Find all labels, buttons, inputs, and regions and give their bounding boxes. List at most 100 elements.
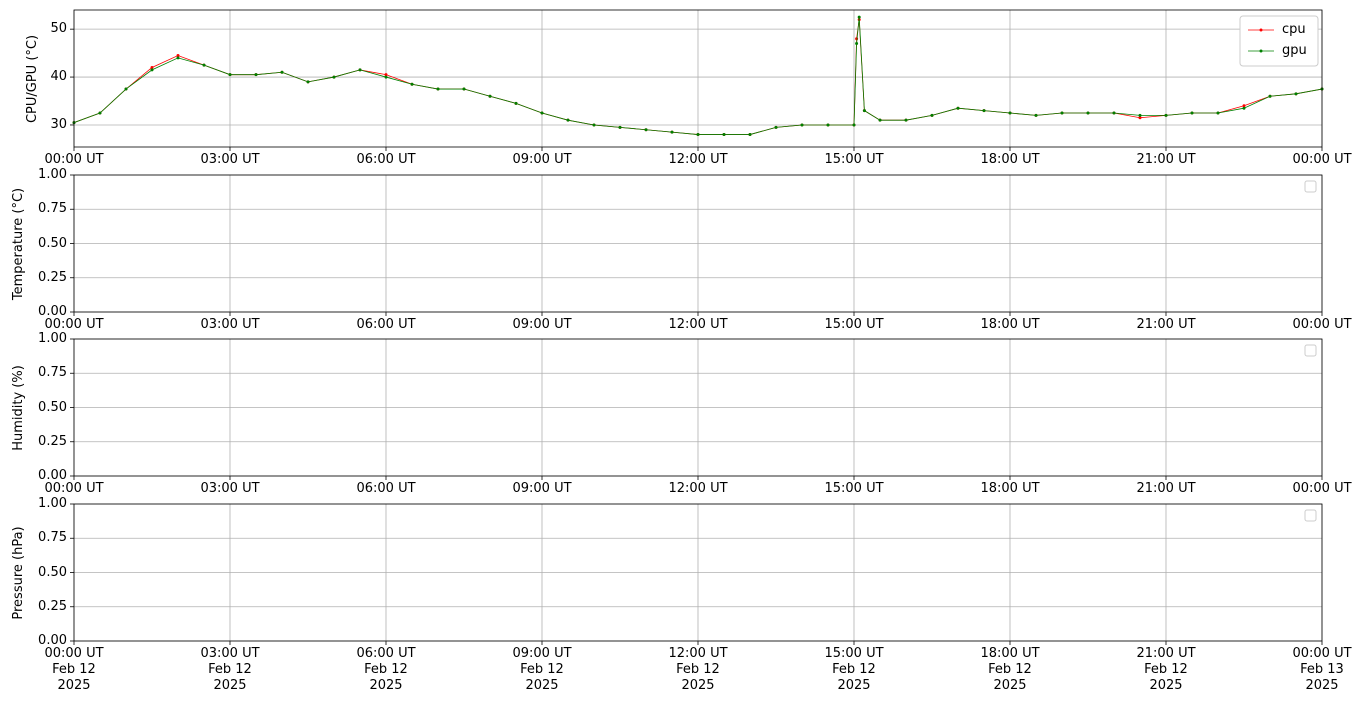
x-tick-label: 15:00 UT — [824, 481, 884, 496]
legend-box — [1239, 15, 1319, 67]
x-tick-label: 00:00 UT Feb 12 2025 — [44, 646, 104, 693]
series-point — [202, 63, 206, 67]
x-tick-label: 15:00 UT Feb 12 2025 — [824, 646, 884, 693]
series-point — [384, 75, 388, 79]
legend-label: gpu — [1282, 43, 1307, 58]
series-point — [384, 73, 388, 77]
x-tick-label: 21:00 UT — [1136, 317, 1196, 332]
series-point — [1034, 113, 1038, 117]
x-tick-label: 00:00 UT — [44, 481, 104, 496]
series-point — [150, 65, 154, 69]
series-point — [644, 128, 648, 132]
y-tick-label: 0.25 — [38, 598, 67, 614]
x-tick-label: 06:00 UT Feb 12 2025 — [356, 646, 416, 693]
series-point — [1112, 111, 1116, 115]
x-tick-label: 00:00 UT — [44, 317, 104, 332]
series-point — [774, 125, 778, 129]
series-point — [1008, 111, 1012, 115]
x-tick-label: 06:00 UT — [356, 481, 416, 496]
series-point — [332, 75, 336, 79]
legend-label: cpu — [1282, 22, 1306, 37]
x-tick-label: 09:00 UT — [512, 317, 572, 332]
x-tick-label: 12:00 UT Feb 12 2025 — [668, 646, 728, 693]
x-tick-label: 18:00 UT Feb 12 2025 — [980, 646, 1040, 693]
series-point — [618, 125, 622, 129]
x-tick-label: 00:00 UT Feb 13 2025 — [1292, 646, 1352, 693]
y-tick-label: 0.25 — [38, 433, 67, 449]
y-tick-label: 0.75 — [38, 365, 67, 381]
x-tick-label: 18:00 UT — [980, 481, 1040, 496]
series-point — [1138, 116, 1142, 120]
x-tick-label: 15:00 UT — [824, 152, 884, 167]
series-point — [1060, 111, 1064, 115]
y-tick-label: 0.50 — [38, 399, 67, 415]
series-point — [280, 70, 284, 74]
series-point — [1242, 106, 1246, 110]
series-point — [956, 106, 960, 110]
y-tick-label: 0.00 — [38, 468, 67, 483]
legend-box — [1304, 509, 1317, 522]
y-tick-label: 1.00 — [38, 496, 67, 511]
series-point — [852, 123, 856, 127]
series-point — [176, 54, 180, 58]
legend-box — [1304, 180, 1317, 193]
axes-frame — [73, 503, 1323, 642]
x-tick-label: 21:00 UT Feb 12 2025 — [1136, 646, 1196, 693]
series-point — [748, 133, 752, 137]
x-tick-label: 15:00 UT — [824, 317, 884, 332]
x-tick-label: 03:00 UT — [200, 481, 260, 496]
series-point — [306, 80, 310, 84]
y-tick-label: 0.00 — [38, 304, 67, 319]
y-axis-label: CPU/GPU (°C) — [25, 34, 40, 123]
y-tick-label: 50 — [50, 21, 67, 37]
x-tick-label: 09:00 UT — [512, 481, 572, 496]
series-point — [1164, 113, 1168, 117]
y-tick-label: 30 — [50, 116, 67, 132]
series-point — [878, 118, 882, 122]
series-point — [150, 68, 154, 72]
x-tick-label: 18:00 UT — [980, 152, 1040, 167]
series-point — [696, 133, 700, 137]
x-tick-label: 09:00 UT — [512, 152, 572, 167]
series-point — [124, 87, 128, 91]
y-axis-label: Humidity (%) — [11, 364, 26, 451]
series-point — [488, 94, 492, 98]
series-point — [566, 118, 570, 122]
series-point — [862, 109, 866, 113]
series-point — [176, 56, 180, 60]
y-tick-label: 0.75 — [38, 201, 67, 217]
series-point — [514, 101, 518, 105]
x-tick-label: 00:00 UT — [1292, 481, 1352, 496]
series-point — [540, 111, 544, 115]
x-tick-label: 00:00 UT — [1292, 317, 1352, 332]
series-point — [904, 118, 908, 122]
series-point — [857, 15, 861, 19]
legend-marker — [1259, 28, 1263, 32]
x-tick-label: 18:00 UT — [980, 317, 1040, 332]
series-point — [855, 42, 859, 46]
y-tick-label: 1.00 — [38, 331, 67, 346]
series-point — [1086, 111, 1090, 115]
y-tick-label: 0.75 — [38, 530, 67, 546]
series-point — [1268, 94, 1272, 98]
y-tick-label: 0.50 — [38, 564, 67, 580]
x-tick-label: 21:00 UT — [1136, 152, 1196, 167]
series-point — [228, 73, 232, 77]
x-tick-label: 06:00 UT — [356, 152, 416, 167]
series-point — [1138, 113, 1142, 117]
x-tick-label: 21:00 UT — [1136, 481, 1196, 496]
x-tick-label: 12:00 UT — [668, 152, 728, 167]
x-tick-label: 12:00 UT — [668, 317, 728, 332]
y-tick-label: 40 — [50, 69, 67, 85]
series-point — [436, 87, 440, 91]
series-point — [1216, 111, 1220, 115]
x-tick-label: 00:00 UT — [44, 152, 104, 167]
axes-frame — [73, 9, 1323, 148]
y-tick-label: 0.50 — [38, 235, 67, 251]
x-tick-label: 12:00 UT — [668, 481, 728, 496]
series-point — [722, 133, 726, 137]
y-tick-label: 0.00 — [38, 633, 67, 648]
series-point — [254, 73, 258, 77]
series-point — [98, 111, 102, 115]
x-tick-label: 06:00 UT — [356, 317, 416, 332]
